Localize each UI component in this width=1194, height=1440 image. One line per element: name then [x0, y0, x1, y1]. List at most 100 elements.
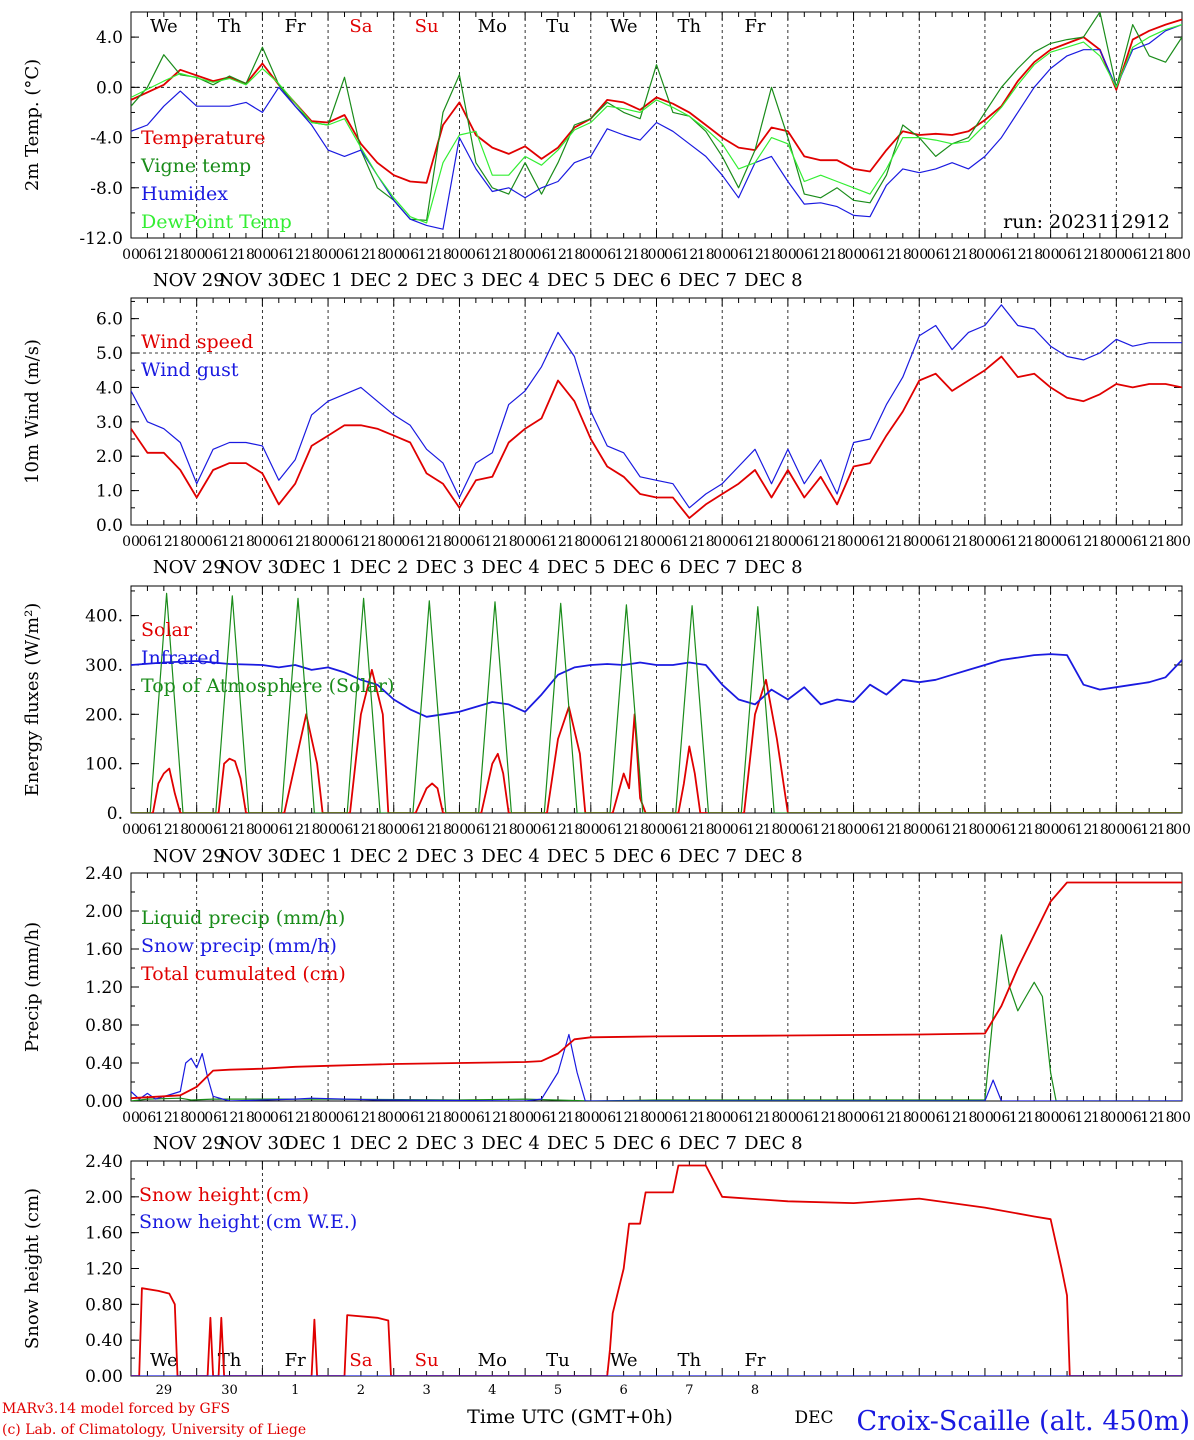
- hour-tick-label: 18: [894, 534, 912, 550]
- hour-tick-label: 00: [910, 247, 928, 263]
- hour-tick-label: 12: [1075, 1110, 1093, 1126]
- hour-tick-label: 06: [533, 247, 551, 263]
- panel-1: 0006121800061218000612180006121800061218…: [22, 11, 1191, 291]
- day-name: Sa: [349, 1350, 372, 1371]
- hour-tick-label: 00: [779, 534, 797, 550]
- hour-tick-label: 12: [483, 1110, 501, 1126]
- hour-tick-label: 18: [1157, 822, 1175, 838]
- hour-tick-label: 12: [615, 1110, 633, 1126]
- hour-tick-label: 12: [418, 822, 436, 838]
- hour-tick-label: 00: [385, 534, 403, 550]
- hour-tick-label: 12: [549, 1110, 567, 1126]
- hour-tick-label: 06: [204, 534, 222, 550]
- hour-tick-label: 00: [253, 534, 271, 550]
- hour-tick-label: 00: [516, 534, 534, 550]
- hour-tick-label: 12: [1140, 534, 1158, 550]
- date-label: DEC 3: [416, 1133, 475, 1154]
- hour-tick-label: 12: [483, 534, 501, 550]
- hour-tick-label: 00: [319, 822, 337, 838]
- date-label: DEC 7: [678, 270, 737, 291]
- hour-tick-label: 00: [122, 1110, 140, 1126]
- hour-tick-label: 00: [845, 534, 863, 550]
- day-name: Th: [218, 1350, 242, 1371]
- hour-tick-label: 00: [253, 247, 271, 263]
- hour-tick-label: 00: [516, 1110, 534, 1126]
- date-label: DEC 6: [613, 270, 672, 291]
- panel-2: 0006121800061218000612180006121800061218…: [22, 297, 1191, 578]
- y-tick-label: 300.: [85, 656, 123, 676]
- series-line-wind-speed: [131, 355, 1182, 519]
- hour-tick-label: 00: [779, 822, 797, 838]
- hour-tick-label: 18: [434, 247, 452, 263]
- hour-tick-label: 00: [713, 822, 731, 838]
- legend-entry: Snow height (cm W.E.): [139, 1211, 357, 1233]
- hour-tick-label: 12: [812, 247, 830, 263]
- hour-tick-label: 18: [434, 534, 452, 550]
- day-name: Mo: [478, 1350, 507, 1371]
- day-number: 6: [620, 1383, 628, 1398]
- day-number: 8: [751, 1383, 759, 1398]
- hour-tick-label: 00: [648, 534, 666, 550]
- hour-tick-label: 12: [549, 247, 567, 263]
- legend-entry: Wind speed: [141, 331, 253, 353]
- hour-tick-label: 06: [1058, 534, 1076, 550]
- hour-tick-label: 06: [992, 247, 1010, 263]
- run-label: run: 2023112912: [1003, 211, 1170, 233]
- y-tick-label: 3.0: [96, 413, 123, 433]
- hour-tick-label: 18: [1091, 822, 1109, 838]
- hour-tick-label: 00: [910, 534, 928, 550]
- date-label: DEC 8: [744, 846, 803, 867]
- hour-tick-label: 12: [746, 247, 764, 263]
- date-label: DEC 5: [547, 557, 606, 578]
- y-tick-label: 2.40: [85, 864, 123, 884]
- hour-tick-label: 12: [155, 534, 173, 550]
- date-label: DEC 6: [613, 557, 672, 578]
- legend-entry: DewPoint Temp: [141, 211, 292, 233]
- hour-tick-label: 12: [1140, 247, 1158, 263]
- hour-tick-label: 12: [615, 822, 633, 838]
- hour-tick-label: 12: [943, 534, 961, 550]
- hour-tick-label: 12: [877, 1110, 895, 1126]
- hour-tick-label: 12: [352, 822, 370, 838]
- hour-tick-label: 00: [253, 1110, 271, 1126]
- hour-tick-label: 12: [286, 822, 304, 838]
- hour-tick-label: 00: [188, 247, 206, 263]
- day-name: Su: [415, 1350, 439, 1371]
- hour-tick-label: 06: [664, 247, 682, 263]
- y-tick-label: 0.80: [85, 1016, 123, 1036]
- y-tick-label: 1.20: [85, 1260, 123, 1280]
- day-number: 1: [291, 1383, 299, 1398]
- hour-tick-label: 18: [960, 1110, 978, 1126]
- hour-tick-label: 06: [533, 534, 551, 550]
- hour-tick-label: 06: [204, 822, 222, 838]
- series-line-infrared: [131, 653, 1182, 718]
- hour-tick-label: 06: [467, 822, 485, 838]
- hour-tick-label: 00: [122, 534, 140, 550]
- y-tick-label: 0.80: [85, 1295, 123, 1315]
- hour-tick-label: 18: [697, 534, 715, 550]
- hour-tick-label: 00: [1173, 1110, 1191, 1126]
- hour-tick-label: 18: [631, 822, 649, 838]
- hour-tick-label: 12: [615, 534, 633, 550]
- hour-tick-label: 00: [319, 247, 337, 263]
- hour-tick-label: 12: [943, 1110, 961, 1126]
- hour-tick-label: 06: [139, 534, 157, 550]
- hour-tick-label: 12: [877, 822, 895, 838]
- panel-5: 2.40 2.00 1.60 1.20 0.80 0.40 0.00 Snow height …: [22, 1152, 1183, 1398]
- hour-tick-label: 12: [418, 247, 436, 263]
- y-axis-title: Snow height (cm): [22, 1188, 43, 1349]
- date-label: DEC 7: [678, 846, 737, 867]
- hour-tick-label: 00: [582, 822, 600, 838]
- hour-tick-label: 12: [877, 534, 895, 550]
- legend-entry: Total cumulated (cm): [141, 963, 346, 985]
- hour-tick-label: 06: [992, 822, 1010, 838]
- hour-tick-label: 00: [648, 822, 666, 838]
- hour-tick-label: 12: [1009, 534, 1027, 550]
- date-label: DEC 5: [547, 270, 606, 291]
- y-axis-title: 10m Wind (m/s): [22, 339, 43, 484]
- hour-tick-label: 06: [598, 247, 616, 263]
- hour-tick-label: 18: [500, 822, 518, 838]
- y-tick-label: -8.0: [90, 179, 123, 199]
- y-tick-label: 100.: [85, 755, 123, 775]
- hour-tick-label: 18: [894, 247, 912, 263]
